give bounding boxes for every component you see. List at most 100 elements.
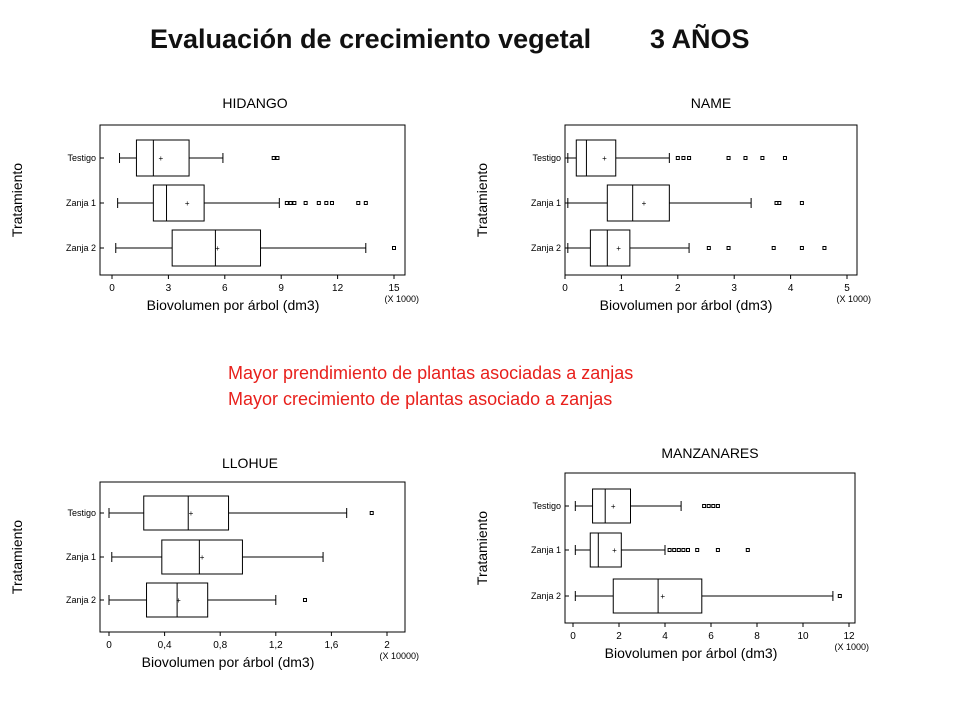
y-tick-label: Zanja 2 — [531, 243, 561, 253]
outlier-point — [777, 201, 782, 205]
mean-marker: + — [200, 553, 205, 562]
plot-frame — [564, 472, 856, 624]
plot-frame — [564, 124, 858, 276]
x-axis-label: Biovolumen por árbol (dm3) — [600, 297, 773, 313]
outlier-point — [292, 201, 297, 205]
box-iqr — [575, 139, 617, 177]
title-main: Evaluación de crecimiento vegetal — [150, 24, 592, 54]
x-tick-label: 2 — [384, 640, 390, 651]
outlier-point — [271, 156, 276, 160]
outlier-point — [676, 548, 681, 552]
mean-marker: + — [189, 509, 194, 518]
x-tick-label: 2 — [675, 283, 681, 294]
y-axis-label: Tratamiento — [474, 511, 490, 585]
outlier-point — [702, 504, 707, 508]
outlier-point — [715, 504, 720, 508]
outlier-point — [745, 548, 750, 552]
x-axis-label: Biovolumen por árbol (dm3) — [142, 654, 315, 670]
outlier-point — [695, 548, 700, 552]
y-tick-label: Testigo — [532, 153, 561, 163]
outlier-point — [681, 548, 686, 552]
mean-marker: + — [660, 592, 665, 601]
outlier-point — [303, 201, 308, 205]
x-scale-note: (X 10000) — [379, 651, 419, 661]
y-tick-label: Zanja 2 — [531, 591, 561, 601]
slide-title: Evaluación de crecimiento vegetal 3 AÑOS — [0, 24, 960, 68]
x-tick-label: 2 — [616, 631, 622, 642]
outlier-point — [706, 504, 711, 508]
outlier-point — [837, 594, 842, 598]
box-iqr — [612, 578, 703, 614]
chart-llohue: LLOHUE Tratamiento Biovolumen por árbol (d… — [9, 455, 419, 670]
chart-manzanares: MANZANARES Tratamiento Biovolumen por árbo… — [474, 445, 869, 661]
x-tick-label: 15 — [388, 283, 400, 294]
x-tick-label: 6 — [708, 631, 714, 642]
x-tick-label: 0 — [109, 283, 115, 294]
x-tick-label: 4 — [788, 283, 794, 294]
outlier-point — [369, 511, 374, 515]
y-tick-label: Testigo — [67, 153, 96, 163]
outlier-point — [329, 201, 334, 205]
x-tick-label: 1,2 — [269, 640, 283, 651]
mean-marker: + — [215, 244, 220, 253]
outlier-point — [687, 156, 692, 160]
title-years: 3 AÑOS — [650, 24, 750, 54]
outlier-point — [392, 246, 396, 250]
x-tick-label: 0 — [562, 283, 568, 294]
chart-hidango: HIDANGO Tratamiento Biovolumen por árbol (… — [9, 95, 419, 313]
outlier-point — [686, 548, 690, 552]
x-tick-label: 0,8 — [213, 640, 227, 651]
x-tick-label: 6 — [222, 283, 228, 294]
outlier-point — [706, 246, 711, 250]
outlier-point — [667, 548, 672, 552]
x-tick-label: 5 — [844, 283, 850, 294]
x-scale-note: (X 1000) — [384, 294, 419, 304]
chart-title: HIDANGO — [222, 95, 287, 111]
box-iqr — [171, 229, 262, 267]
y-axis-label: Tratamiento — [9, 520, 25, 594]
outlier-point — [760, 156, 765, 160]
y-tick-label: Zanja 1 — [66, 198, 96, 208]
outlier-point — [302, 598, 307, 602]
x-tick-label: 1,6 — [324, 640, 338, 651]
y-tick-label: Zanja 2 — [66, 243, 96, 253]
x-tick-label: 4 — [662, 631, 668, 642]
mean-marker: + — [616, 244, 621, 253]
chart-name: NAME Tratamiento Biovolumen por árbol (dm3… — [474, 95, 871, 313]
box-iqr — [606, 184, 670, 222]
x-tick-label: 0 — [570, 631, 576, 642]
chart-title: NAME — [691, 95, 731, 111]
chart-title: MANZANARES — [661, 445, 758, 461]
outlier-point — [799, 246, 804, 250]
outlier-point — [743, 156, 748, 160]
box-iqr — [592, 488, 632, 524]
conclusion-line-2: Mayor crecimiento de plantas asociado a … — [228, 389, 613, 409]
mean-marker: + — [176, 596, 181, 605]
box-iqr — [143, 495, 230, 531]
x-scale-note: (X 1000) — [836, 294, 871, 304]
box-iqr — [161, 539, 243, 575]
y-tick-label: Testigo — [532, 501, 561, 511]
mean-marker: + — [159, 154, 164, 163]
mean-marker: + — [611, 502, 616, 511]
outlier-point — [356, 201, 361, 205]
x-tick-label: 3 — [166, 283, 172, 294]
outlier-point — [363, 201, 368, 205]
outlier-point — [726, 246, 731, 250]
outlier-point — [771, 246, 776, 250]
mean-marker: + — [642, 199, 647, 208]
x-tick-label: 12 — [843, 631, 855, 642]
y-axis-label: Tratamiento — [9, 163, 25, 237]
mean-marker: + — [602, 154, 607, 163]
y-tick-label: Zanja 1 — [531, 545, 561, 555]
x-tick-label: 0 — [106, 640, 112, 651]
y-axis-label: Tratamiento — [474, 163, 490, 237]
y-tick-label: Zanja 1 — [531, 198, 561, 208]
outlier-point — [675, 156, 680, 160]
outlier-point — [782, 156, 787, 160]
chart-title: LLOHUE — [222, 455, 278, 471]
outlier-point — [681, 156, 686, 160]
x-tick-label: 1 — [619, 283, 625, 294]
outlier-point — [316, 201, 321, 205]
mean-marker: + — [185, 199, 190, 208]
